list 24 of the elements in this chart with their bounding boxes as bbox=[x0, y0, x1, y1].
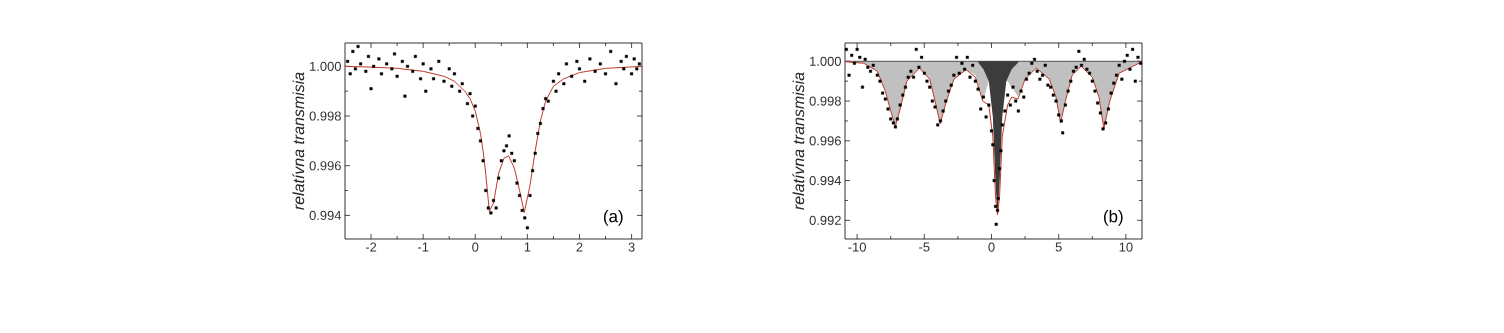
y-tick-label: 0.996 bbox=[809, 136, 841, 146]
x-tick-label: -1 bbox=[417, 242, 429, 252]
y-tick-label: 0.998 bbox=[309, 111, 341, 121]
x-tick-label: -5 bbox=[919, 242, 930, 252]
y-tick-label: 0.998 bbox=[809, 96, 841, 106]
x-tick-label: 2 bbox=[576, 242, 583, 252]
x-tick-label: 5 bbox=[1055, 242, 1062, 252]
annotation: (a) bbox=[603, 209, 623, 226]
x-tick-label: 1 bbox=[524, 242, 531, 252]
y-tick-label: 0.996 bbox=[309, 161, 341, 171]
x-tick-label: -2 bbox=[365, 242, 377, 252]
y-tick-label: 0.994 bbox=[309, 210, 342, 220]
y-tick-label: 0.992 bbox=[809, 215, 841, 225]
y-axis-title: relatívna transmisia bbox=[292, 72, 305, 210]
annotation: (b) bbox=[1103, 209, 1123, 226]
y-tick-label: 0.994 bbox=[809, 175, 842, 186]
y-tick-label: 1.000 bbox=[310, 61, 341, 71]
x-tick-label: 0 bbox=[988, 242, 995, 252]
x-tick-label: -10 bbox=[848, 242, 866, 252]
x-tick-label: 3 bbox=[628, 242, 635, 252]
y-axis-title: relatívna transmisia bbox=[792, 72, 805, 210]
y-tick-label: 1.000 bbox=[810, 56, 841, 66]
x-tick-label: 0 bbox=[472, 242, 479, 252]
x-tick-label: 10 bbox=[1119, 242, 1133, 252]
